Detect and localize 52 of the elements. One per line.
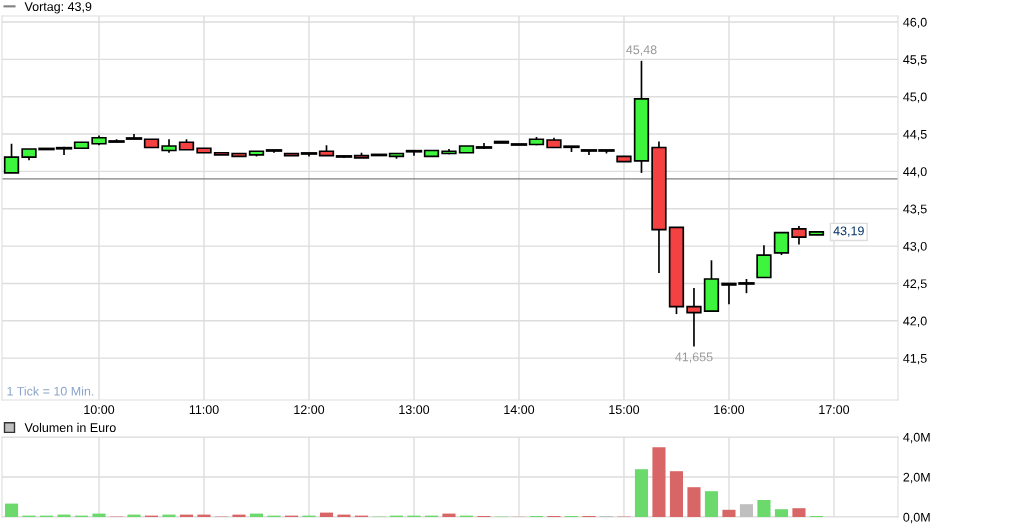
y-tick-label: 41,5 bbox=[903, 354, 927, 365]
x-tick-label: 10:00 bbox=[84, 405, 115, 415]
y-tick-label: 44,5 bbox=[903, 129, 927, 141]
legend-label: Vortag: 43,9 bbox=[24, 2, 92, 14]
bar bbox=[442, 513, 456, 517]
y-tick-label: 0,0M bbox=[903, 512, 930, 524]
candlestick bbox=[686, 287, 702, 348]
candlestick bbox=[773, 231, 790, 256]
bar bbox=[92, 513, 106, 517]
y-tick-label: 43,5 bbox=[903, 204, 927, 215]
y-tick-label: 45,5 bbox=[903, 55, 927, 66]
bar bbox=[319, 512, 334, 517]
y-tick-label: 43,0 bbox=[903, 241, 927, 253]
bar bbox=[757, 500, 771, 517]
y-tick-label: 4,0M bbox=[903, 432, 930, 444]
candlestick bbox=[791, 225, 807, 246]
y-tick-label: 2,0M bbox=[903, 472, 930, 484]
x-tick-label: 14:00 bbox=[504, 405, 535, 415]
y-tick-label: 45,0 bbox=[903, 92, 927, 103]
annotation: 1 Tick = 10 Min. bbox=[7, 386, 94, 396]
bar bbox=[687, 487, 701, 517]
x-tick-label: 12:00 bbox=[294, 405, 325, 415]
candlestick bbox=[3, 142, 20, 174]
legend-label: Volumen in Euro bbox=[24, 422, 116, 433]
bar bbox=[634, 469, 649, 517]
bar bbox=[652, 447, 666, 517]
bar bbox=[127, 514, 141, 517]
bar bbox=[57, 514, 71, 517]
bar bbox=[4, 503, 19, 517]
annotation: 43,19 bbox=[833, 226, 864, 237]
x-tick-label: 16:00 bbox=[714, 405, 745, 415]
bar bbox=[197, 514, 211, 517]
annotation: 45,48 bbox=[626, 45, 657, 56]
bar bbox=[669, 471, 684, 517]
y-tick-label: 42,0 bbox=[903, 316, 927, 327]
x-tick-label: 11:00 bbox=[189, 405, 219, 415]
bar bbox=[232, 514, 246, 517]
bar bbox=[162, 514, 176, 517]
bar bbox=[337, 514, 351, 517]
y-tick-label: 42,5 bbox=[903, 279, 927, 290]
annotation: 41,655 bbox=[675, 352, 713, 363]
bar bbox=[739, 504, 754, 517]
bar bbox=[792, 508, 806, 517]
candlestick bbox=[756, 244, 772, 279]
bar bbox=[722, 509, 736, 517]
bar bbox=[774, 509, 789, 517]
x-tick-label: 13:00 bbox=[399, 405, 430, 415]
x-tick-label: 15:00 bbox=[609, 405, 640, 415]
x-tick-label: 17:00 bbox=[819, 405, 850, 415]
bar bbox=[704, 491, 719, 517]
y-tick-label: 44,0 bbox=[903, 167, 927, 178]
y-tick-label: 46,0 bbox=[903, 17, 927, 29]
